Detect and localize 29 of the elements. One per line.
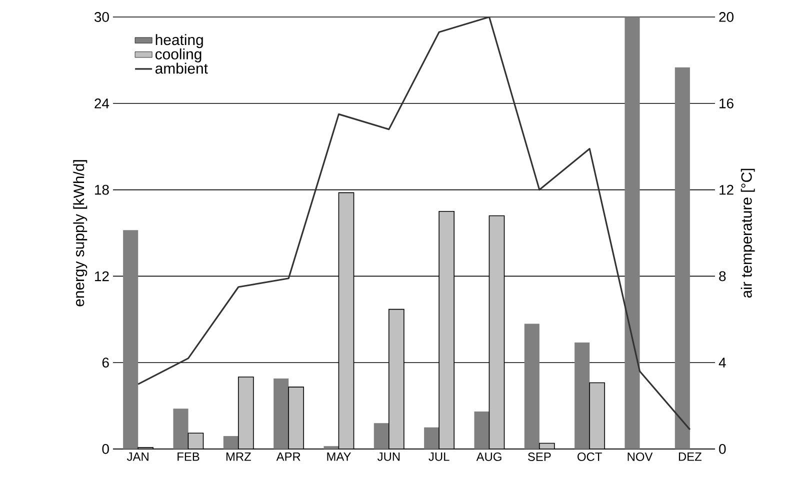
y2-tick-label: 4: [718, 358, 726, 368]
y-tick-label: 30: [94, 12, 109, 22]
x-tick-label: DEZ: [678, 452, 702, 461]
x-tick-label: APR: [276, 452, 300, 461]
y-tick-label: 6: [102, 358, 109, 368]
x-tick-label: AUG: [476, 452, 502, 461]
legend-label: cooling: [155, 48, 202, 62]
x-tick-label: JUL: [428, 452, 450, 461]
y-tick-label: 12: [95, 271, 109, 282]
x-tick-label: FEB: [178, 452, 200, 461]
x-tick-label: MRZ: [226, 452, 251, 461]
y-axis-title: energy supply [kWh/d]: [73, 160, 88, 306]
legend-label: heating: [156, 34, 203, 48]
y2-tick-label: 16: [720, 98, 734, 108]
x-tick-label: JAN: [126, 452, 148, 461]
y2-tick-label: 8: [719, 271, 726, 282]
x-tick-label: OCT: [578, 452, 602, 461]
y-tick-label: 24: [94, 98, 110, 108]
y-tick-label: 0: [102, 444, 109, 454]
x-tick-label: MAY: [327, 452, 351, 461]
y2-tick-label: 12: [720, 184, 734, 195]
y2-tick-label: 0: [719, 444, 726, 454]
legend-label: ambient: [155, 62, 208, 74]
y2-axis-title: air temperature [°C]: [740, 168, 755, 298]
x-tick-label: JUN: [377, 452, 400, 461]
x-tick-label: SEP: [528, 452, 551, 461]
x-tick-label: NOV: [628, 452, 653, 461]
y2-tick-label: 20: [719, 12, 734, 22]
y-tick-label: 18: [95, 184, 109, 195]
